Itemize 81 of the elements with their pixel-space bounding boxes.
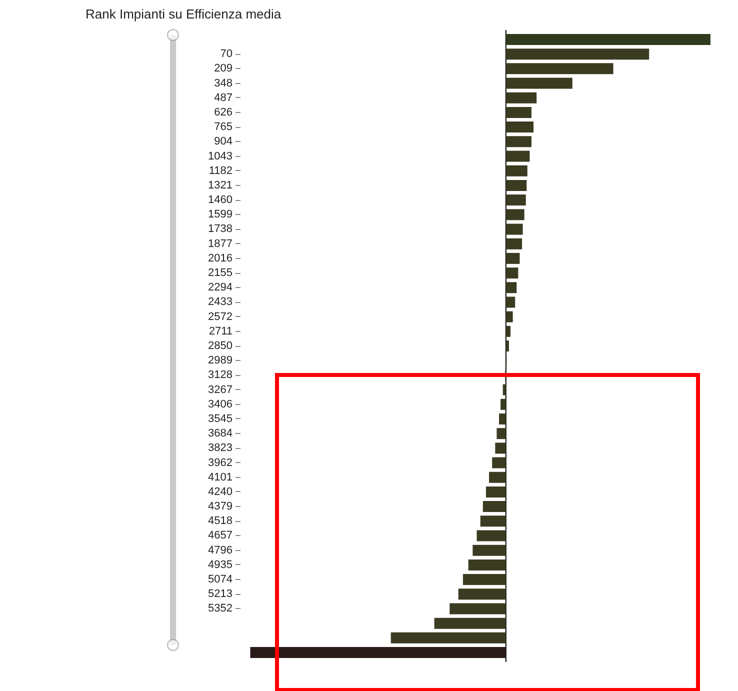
y-tick-label: 1738 <box>208 223 232 236</box>
y-tick-label: 3406 <box>208 398 232 410</box>
bar <box>506 63 614 74</box>
bar <box>489 472 506 483</box>
y-tick-label: 3684 <box>208 428 232 440</box>
y-tick-label: 1043 <box>208 150 232 162</box>
y-tick-label: 626 <box>214 106 232 118</box>
bar <box>458 588 506 600</box>
y-tick-label: 1321 <box>208 179 232 192</box>
y-tick-label: 2711 <box>208 325 232 338</box>
bar <box>499 413 506 424</box>
bar <box>506 34 710 45</box>
y-tick-label: 765 <box>214 121 232 134</box>
bar <box>492 457 506 468</box>
bar <box>472 544 506 556</box>
y-tick-label: 4518 <box>208 515 232 528</box>
bar <box>506 194 526 206</box>
bar <box>506 268 518 279</box>
bar <box>506 282 517 294</box>
y-tick-label: 2016 <box>208 252 232 264</box>
bar <box>462 574 506 586</box>
bar <box>482 501 506 512</box>
bar <box>434 618 506 629</box>
y-tick-label: 2294 <box>208 282 232 294</box>
bar <box>390 632 506 644</box>
bar <box>495 442 506 454</box>
y-tick-label: 3128 <box>208 369 232 382</box>
y-tick-label: 1460 <box>208 194 232 206</box>
y-tick-label: 5352 <box>208 602 232 615</box>
bar <box>506 311 513 322</box>
y-tick-label: 348 <box>214 77 232 90</box>
bar <box>506 224 523 235</box>
y-tick-label: 3545 <box>208 412 232 425</box>
y-tick-label: 4379 <box>208 500 232 513</box>
y-tick-label: 3823 <box>208 442 232 454</box>
bar <box>250 647 506 658</box>
y-tick-label: 4101 <box>208 471 232 484</box>
bar <box>506 92 537 104</box>
y-tick-label: 4796 <box>208 544 232 556</box>
y-tick-label: 1599 <box>208 208 232 221</box>
y-tick-label: 904 <box>214 136 232 148</box>
y-tick-label: 3267 <box>208 384 232 396</box>
bar <box>506 340 509 352</box>
y-tick-label: 5213 <box>208 588 232 600</box>
y-tick-label: 70 <box>220 48 232 60</box>
bar <box>506 136 532 148</box>
y-tick-label: 3962 <box>208 456 232 469</box>
bar <box>476 530 506 542</box>
bar <box>506 150 530 162</box>
bar <box>506 180 527 191</box>
y-tick-label: 209 <box>214 62 232 75</box>
bar <box>506 106 532 118</box>
y-tick-label: 2155 <box>208 267 232 280</box>
bar <box>506 296 516 308</box>
y-tick-label: 1877 <box>208 238 232 250</box>
y-tick-label: 2850 <box>208 340 232 352</box>
bar <box>450 603 506 614</box>
y-tick-label: 2433 <box>208 296 232 308</box>
y-tick-label: 487 <box>214 92 232 104</box>
bar <box>506 78 572 89</box>
bar <box>468 559 506 570</box>
bar <box>496 428 506 440</box>
bar <box>506 209 524 220</box>
bar <box>500 398 506 410</box>
y-tick-label: 1182 <box>208 164 232 177</box>
bar <box>506 252 520 264</box>
chart-title: Rank Impianti su Efficienza media <box>86 6 282 22</box>
y-tick-label: 2989 <box>208 354 232 367</box>
y-tick-label: 4657 <box>208 530 232 542</box>
bar <box>506 122 534 133</box>
bar <box>506 326 511 337</box>
y-tick-label: 2572 <box>208 310 232 323</box>
bar <box>506 238 522 250</box>
y-tick-label: 4935 <box>208 558 232 571</box>
bar <box>506 48 650 60</box>
bar <box>486 486 506 498</box>
bar <box>506 165 528 176</box>
bar <box>502 384 506 396</box>
y-tick-label: 4240 <box>208 486 232 498</box>
y-tick-label: 5074 <box>208 574 232 586</box>
bar <box>480 516 506 527</box>
